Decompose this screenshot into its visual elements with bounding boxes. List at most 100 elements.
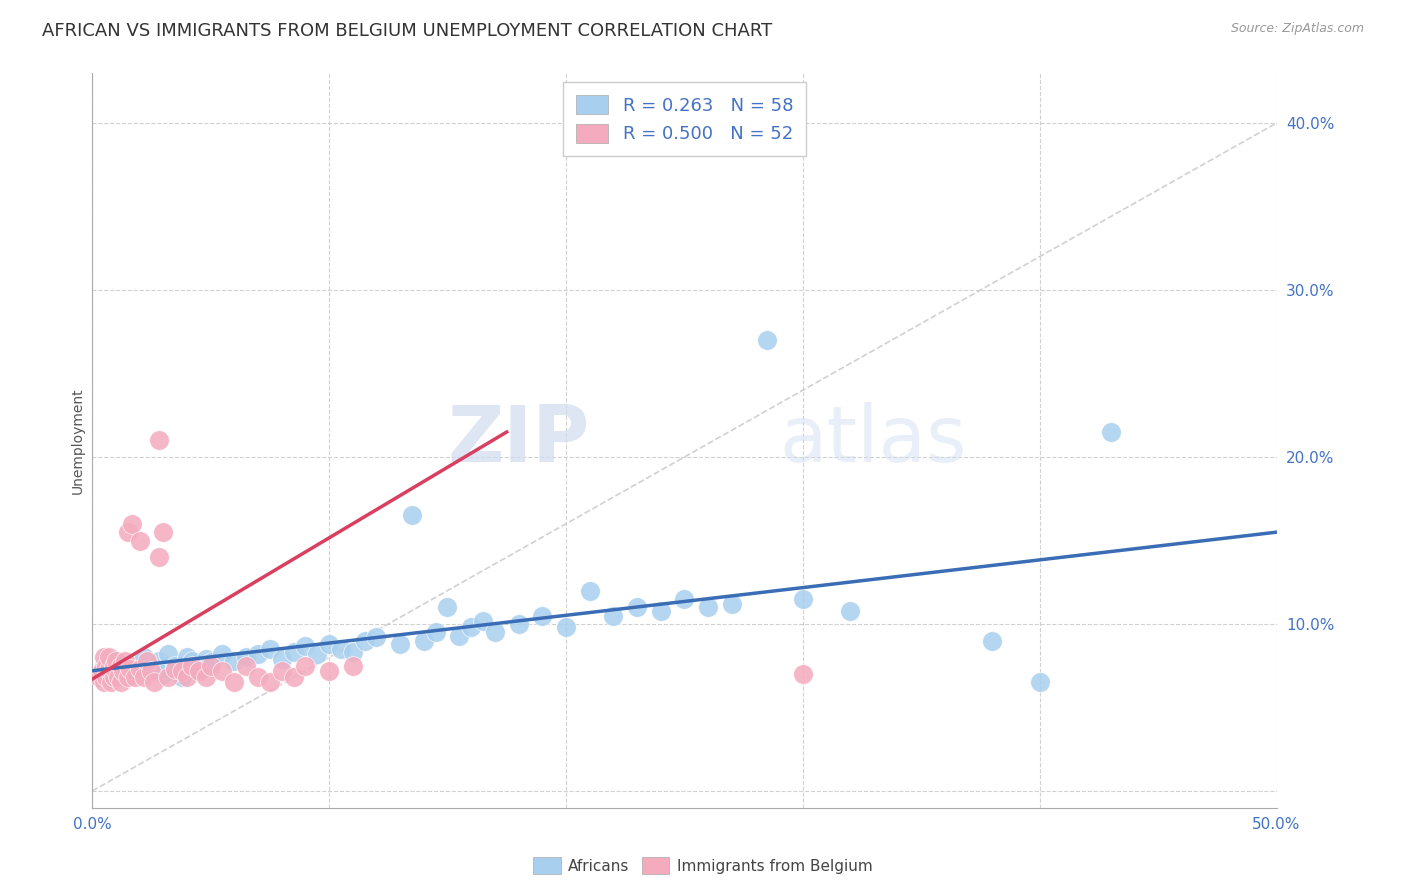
- Point: [124, 662, 146, 676]
- Point: [117, 670, 139, 684]
- Point: [697, 600, 720, 615]
- Point: [90, 664, 112, 678]
- Point: [176, 670, 198, 684]
- Point: [111, 664, 134, 678]
- Point: [148, 434, 170, 448]
- Point: [156, 670, 179, 684]
- Point: [531, 608, 554, 623]
- Point: [602, 608, 624, 623]
- Point: [187, 664, 209, 678]
- Point: [792, 591, 814, 606]
- Point: [110, 675, 132, 690]
- Point: [307, 647, 329, 661]
- Point: [200, 656, 222, 670]
- Point: [425, 625, 447, 640]
- Point: [720, 597, 742, 611]
- Point: [673, 591, 696, 606]
- Point: [148, 654, 170, 668]
- Point: [283, 670, 305, 684]
- Point: [103, 670, 125, 684]
- Point: [128, 658, 150, 673]
- Point: [96, 658, 118, 673]
- Point: [141, 664, 163, 678]
- Point: [484, 625, 506, 640]
- Point: [294, 658, 316, 673]
- Text: AFRICAN VS IMMIGRANTS FROM BELGIUM UNEMPLOYMENT CORRELATION CHART: AFRICAN VS IMMIGRANTS FROM BELGIUM UNEMP…: [42, 22, 772, 40]
- Point: [134, 670, 156, 684]
- Y-axis label: Unemployment: Unemployment: [72, 387, 86, 493]
- Point: [270, 652, 292, 666]
- Point: [353, 633, 375, 648]
- Point: [259, 675, 281, 690]
- Text: ZIP: ZIP: [447, 402, 589, 478]
- Point: [318, 664, 340, 678]
- Point: [200, 658, 222, 673]
- Point: [839, 604, 862, 618]
- Point: [235, 650, 257, 665]
- Legend: R = 0.263   N = 58, R = 0.500   N = 52: R = 0.263 N = 58, R = 0.500 N = 52: [562, 82, 806, 156]
- Point: [180, 658, 202, 673]
- Point: [194, 670, 217, 684]
- Point: [104, 654, 127, 668]
- Point: [104, 664, 127, 678]
- Point: [756, 333, 779, 347]
- Point: [460, 620, 482, 634]
- Point: [1099, 425, 1122, 439]
- Point: [110, 658, 132, 673]
- Point: [135, 654, 157, 668]
- Point: [100, 675, 122, 690]
- Point: [93, 650, 115, 665]
- Point: [172, 664, 194, 678]
- Point: [270, 664, 292, 678]
- Point: [93, 658, 115, 673]
- Point: [211, 664, 233, 678]
- Point: [165, 658, 187, 673]
- Point: [103, 658, 125, 673]
- Legend: Africans, Immigrants from Belgium: Africans, Immigrants from Belgium: [527, 851, 879, 880]
- Point: [366, 631, 388, 645]
- Point: [104, 654, 127, 668]
- Point: [235, 658, 257, 673]
- Point: [117, 525, 139, 540]
- Point: [141, 664, 163, 678]
- Point: [412, 633, 434, 648]
- Point: [142, 675, 165, 690]
- Point: [283, 645, 305, 659]
- Point: [555, 620, 578, 634]
- Point: [472, 614, 495, 628]
- Point: [342, 658, 364, 673]
- Point: [165, 662, 187, 676]
- Point: [89, 670, 111, 684]
- Point: [246, 670, 269, 684]
- Point: [187, 664, 209, 678]
- Point: [96, 670, 118, 684]
- Point: [110, 667, 132, 681]
- Point: [318, 637, 340, 651]
- Point: [107, 670, 129, 684]
- Point: [1028, 675, 1050, 690]
- Point: [97, 650, 120, 665]
- Point: [650, 604, 672, 618]
- Point: [211, 647, 233, 661]
- Point: [176, 650, 198, 665]
- Point: [194, 652, 217, 666]
- Point: [172, 670, 194, 684]
- Point: [246, 647, 269, 661]
- Point: [114, 654, 136, 668]
- Point: [449, 629, 471, 643]
- Point: [128, 662, 150, 676]
- Point: [401, 508, 423, 523]
- Point: [981, 633, 1004, 648]
- Point: [224, 675, 246, 690]
- Point: [436, 600, 458, 615]
- Point: [508, 617, 530, 632]
- Point: [117, 670, 139, 684]
- Point: [93, 675, 115, 690]
- Point: [156, 647, 179, 661]
- Point: [97, 662, 120, 676]
- Point: [134, 650, 156, 665]
- Point: [342, 645, 364, 659]
- Text: atlas: atlas: [779, 402, 966, 478]
- Point: [389, 637, 412, 651]
- Point: [578, 583, 600, 598]
